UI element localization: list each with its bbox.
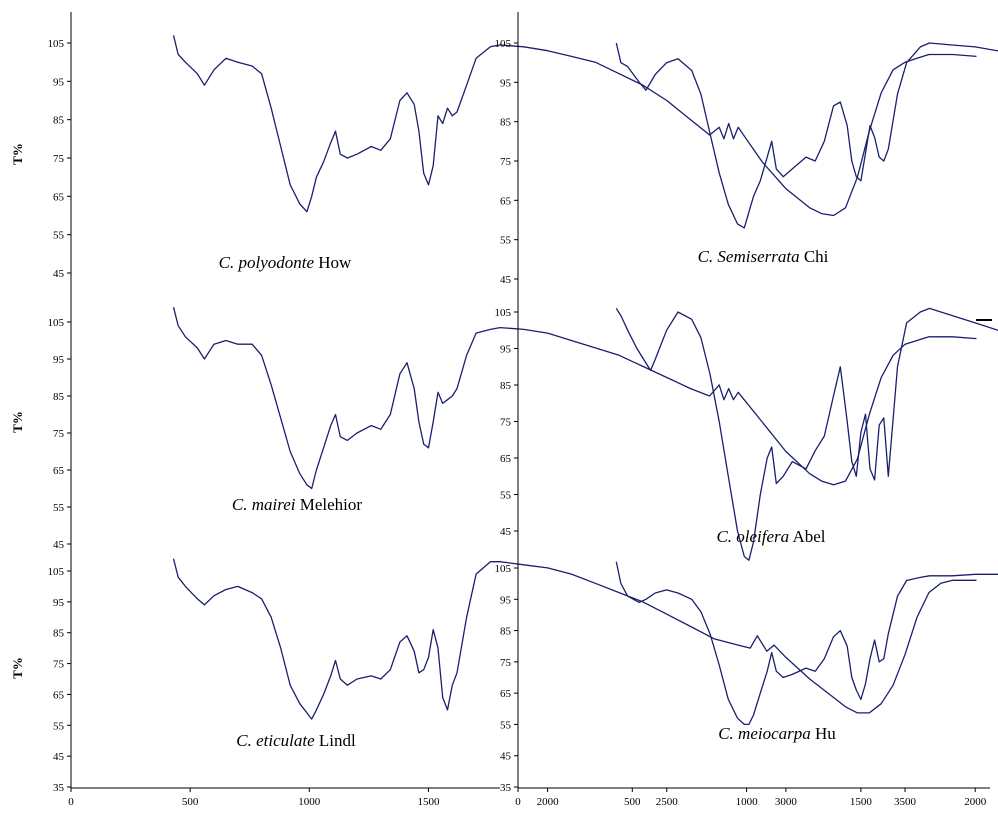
y-tick-label: 95 [53, 597, 65, 609]
y-tick-label: 85 [500, 626, 512, 638]
x-tick-label: 1500 [850, 796, 873, 808]
species-name: C. oleifera [716, 527, 789, 546]
y-tick-label: 35 [53, 782, 65, 794]
y-tick-label: 95 [53, 354, 65, 366]
x-tick-label: 1000 [298, 796, 321, 808]
y-tick-label: 105 [48, 566, 65, 578]
species-label: C. meiocarpa Hu [718, 724, 836, 743]
y-tick-label: 75 [500, 156, 512, 168]
species-label: C. Semiserrata Chi [698, 247, 829, 266]
species-name: C. eticulate [236, 731, 315, 750]
y-tick-label: 105 [495, 563, 512, 575]
x-tick-label: 1500 [417, 796, 440, 808]
y-tick-label: 45 [53, 539, 65, 551]
y-tick-label: 105 [48, 317, 65, 329]
y-tick-label: 85 [500, 380, 512, 392]
x-tick-label: 500 [624, 796, 641, 808]
y-tick-label: 55 [53, 720, 65, 732]
y-tick-label: 95 [500, 594, 512, 606]
y-tick-label: 85 [53, 628, 65, 640]
y-tick-label: 45 [500, 274, 512, 286]
y-tick-label: 45 [53, 751, 65, 763]
y-tick-label: 65 [53, 689, 65, 701]
y-axis-label: T% [10, 143, 25, 165]
y-tick-label: 55 [53, 230, 65, 242]
x-tick-label: 0 [515, 796, 521, 808]
y-tick-label: 55 [500, 719, 512, 731]
x-tick-label: 3500 [894, 796, 917, 808]
y-tick-label: 85 [53, 391, 65, 403]
y-tick-label: 35 [500, 782, 512, 794]
species-author: Lindl [315, 731, 356, 750]
species-name: C. mairei [232, 495, 296, 514]
spectrum-line [172, 558, 977, 720]
y-tick-label: 75 [500, 417, 512, 429]
spectrum-line [615, 307, 998, 561]
y-axis-label: T% [10, 657, 25, 679]
y-tick-label: 75 [53, 153, 65, 165]
y-axis-label: T% [10, 411, 25, 433]
y-tick-label: 65 [53, 465, 65, 477]
x-tick-label: 1000 [736, 796, 759, 808]
y-tick-label: 95 [53, 76, 65, 88]
y-tick-label: 55 [500, 235, 512, 247]
species-label: C. oleifera Abel [716, 527, 825, 546]
x-tick-label: 0 [68, 796, 74, 808]
y-tick-label: 45 [53, 268, 65, 280]
species-author: Chi [800, 247, 829, 266]
y-tick-label: 105 [495, 307, 512, 319]
x-tick-label: 2500 [656, 796, 679, 808]
species-name: C. Semiserrata [698, 247, 800, 266]
species-author: How [314, 253, 352, 272]
y-tick-label: 55 [500, 490, 512, 502]
y-tick-label: 65 [500, 453, 512, 465]
y-tick-label: 65 [500, 195, 512, 207]
y-tick-label: 45 [500, 526, 512, 538]
species-name: C. polyodonte [219, 253, 315, 272]
y-tick-label: 75 [500, 657, 512, 669]
y-tick-label: 85 [53, 115, 65, 127]
y-tick-label: 105 [495, 38, 512, 50]
y-tick-label: 45 [500, 751, 512, 763]
species-label: C. eticulate Lindl [236, 731, 356, 750]
spectrum-line [615, 561, 998, 726]
species-label: C. mairei Melehior [232, 495, 362, 514]
species-author: Melehior [296, 495, 363, 514]
spectrum-panel-5: 105 95 85 75 65 55 45 35 T% 0 500 1000 1500 2000 2500 3… [10, 548, 977, 808]
x-tick-label: 2000 [964, 796, 987, 808]
y-tick-label: 75 [53, 659, 65, 671]
spectrum-panel-2: 105 95 85 75 65 55 45 C. Semiserrata Chi [495, 12, 998, 296]
species-author: Abel [789, 527, 826, 546]
spectrum-line [172, 35, 977, 217]
spectrum-line [172, 307, 977, 490]
y-tick-label: 95 [500, 344, 512, 356]
x-tick-label: 3000 [775, 796, 798, 808]
species-name: C. meiocarpa [718, 724, 811, 743]
species-author: Hu [811, 724, 837, 743]
y-tick-label: 75 [53, 428, 65, 440]
spectrum-line [615, 42, 998, 229]
species-label: C. polyodonte How [219, 253, 352, 272]
y-tick-label: 55 [53, 502, 65, 514]
x-tick-label: 500 [182, 796, 199, 808]
spectrum-panel-3: 105 95 85 75 65 55 45 T% C. mairei Melehior [10, 296, 977, 551]
y-tick-label: 65 [53, 191, 65, 203]
spectrum-panel-4: 105 95 85 75 65 55 45 C. oleifera Abel [495, 296, 998, 561]
y-tick-label: 85 [500, 117, 512, 129]
y-tick-label: 65 [500, 688, 512, 700]
y-tick-label: 95 [500, 77, 512, 89]
spectrum-panel-1: 105 95 85 75 65 55 45 T% C. polyodonte How [10, 12, 977, 296]
spectrum-panel-6: 105 95 85 75 65 55 45 350 500 1000 1500 2000 2500 300… [495, 548, 998, 808]
x-tick-label: 2000 [537, 796, 560, 808]
y-tick-label: 105 [48, 38, 65, 50]
